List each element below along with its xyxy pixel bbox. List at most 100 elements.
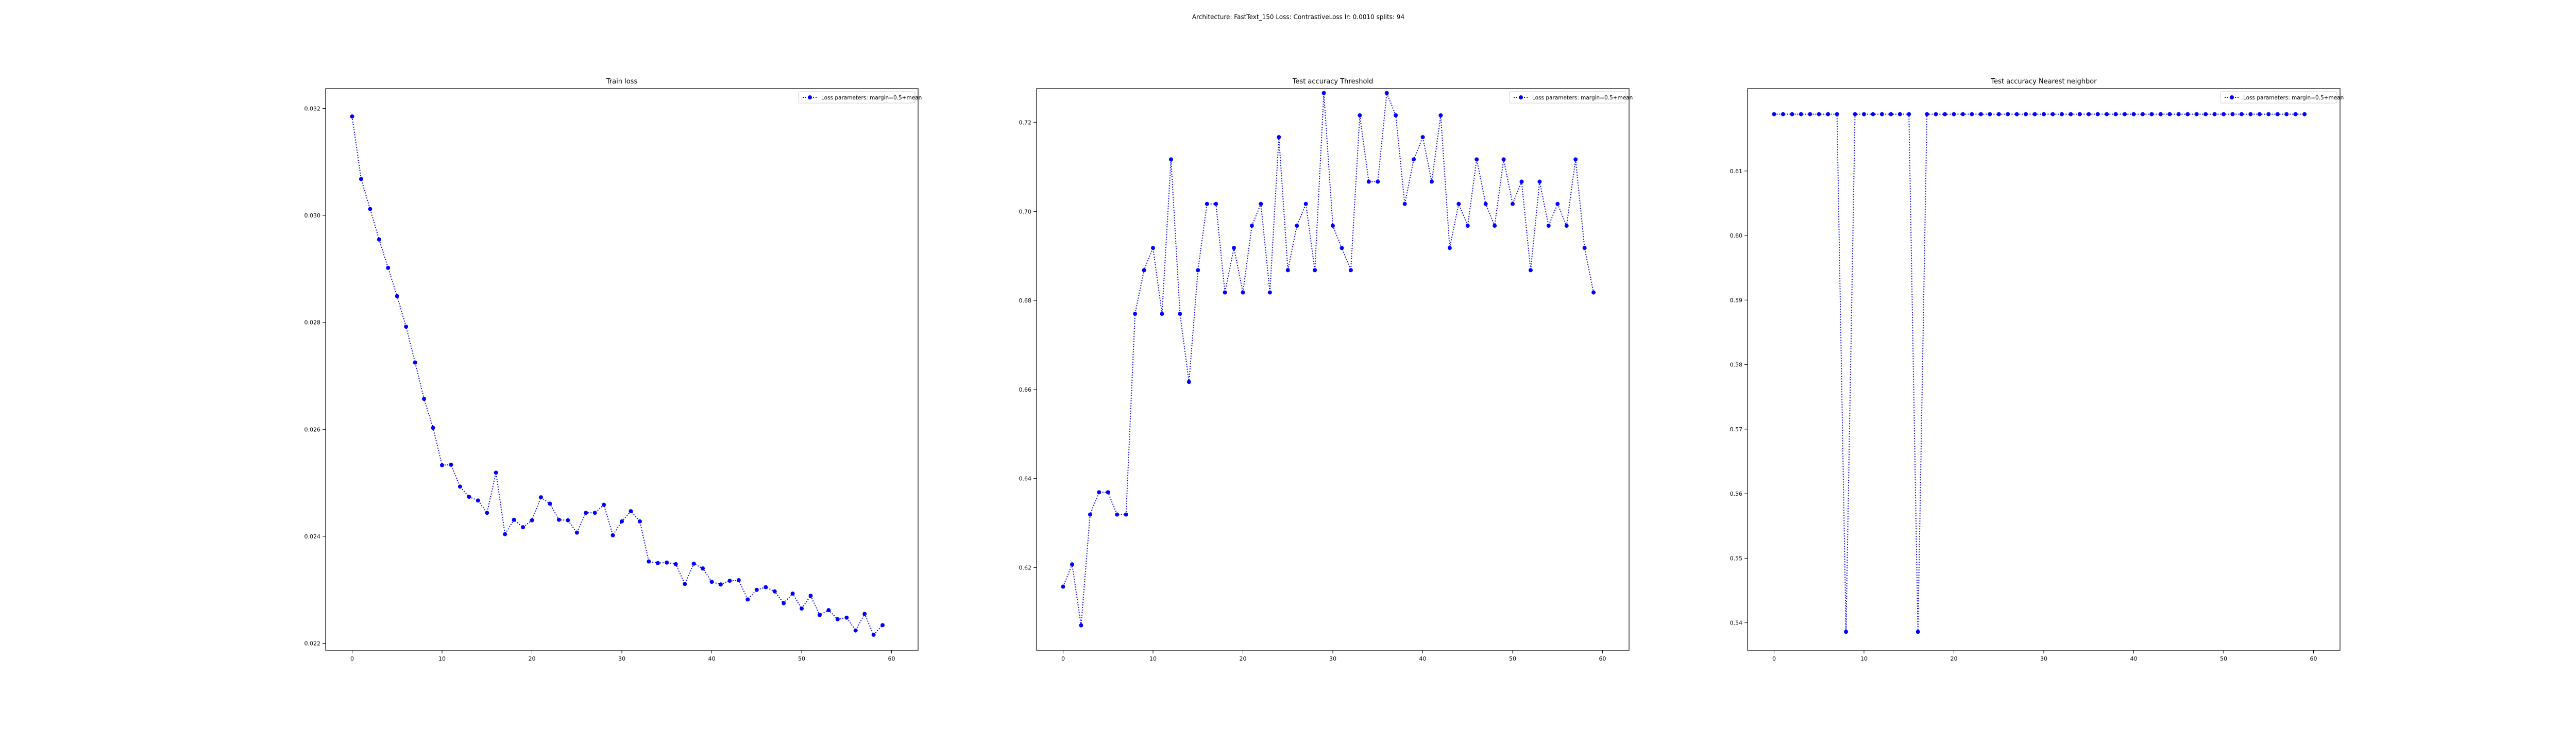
y-tick-label: 0.030 [304, 212, 321, 219]
data-point [476, 498, 480, 503]
subplot-title: Test accuracy Threshold [1292, 78, 1374, 86]
data-point [2131, 112, 2136, 116]
axes-frame [1036, 88, 1630, 651]
data-point [494, 470, 498, 475]
data-point [665, 560, 669, 565]
data-point [1384, 91, 1389, 95]
legend-box [2220, 91, 2337, 104]
data-point [2149, 112, 2154, 116]
y-tick-label: 0.62 [1019, 564, 1032, 571]
data-point [1214, 201, 1218, 206]
data-point [1960, 112, 1965, 116]
data-point [574, 530, 579, 535]
y-tick-label: 0.56 [1730, 491, 1743, 497]
data-point [1376, 179, 1380, 184]
x-tick-label: 50 [2220, 655, 2227, 662]
series-line [351, 116, 883, 636]
data-point [2042, 112, 2046, 116]
data-point [764, 585, 768, 589]
data-point [2284, 112, 2289, 116]
data-point [1546, 224, 1551, 228]
data-point [2204, 112, 2208, 116]
data-point [2158, 112, 2163, 116]
data-point [1826, 112, 1831, 116]
data-point [701, 566, 705, 571]
data-point [413, 360, 417, 365]
x-tick-label: 40 [708, 655, 716, 662]
data-point [2293, 112, 2298, 116]
data-point [1205, 201, 1209, 206]
data-point [1133, 312, 1138, 316]
data-point [1952, 112, 1956, 116]
data-point [844, 615, 849, 620]
x-tick-label: 60 [1599, 655, 1606, 662]
axes-frame [1747, 88, 2341, 651]
y-tick-label: 0.54 [1730, 620, 1743, 627]
data-point [1907, 112, 1911, 116]
subplot-test-accuracy-nearest-neighbor: Test accuracy Nearest neighbor 0 10 20 30 40 5… [1730, 78, 2344, 662]
legend-label: Loss parameters: margin=0.5+mean [2243, 95, 2344, 101]
data-point [2113, 112, 2118, 116]
data-point [2185, 112, 2190, 116]
x-tick-label: 50 [798, 655, 805, 662]
data-point [1331, 224, 1335, 228]
data-point [1412, 157, 1416, 162]
data-point [556, 517, 561, 522]
x-tick-label: 10 [1149, 655, 1157, 662]
data-point [431, 426, 435, 430]
data-point [817, 613, 822, 617]
y-tick-label: 0.72 [1019, 120, 1032, 126]
data-point [1808, 112, 1812, 116]
data-point [2069, 112, 2073, 116]
data-point [2087, 112, 2091, 116]
data-point [1772, 112, 1776, 116]
data-point [2230, 112, 2235, 116]
x-tick-label: 10 [438, 655, 446, 662]
data-point [1591, 290, 1596, 295]
data-point [1475, 157, 1479, 162]
data-point [1889, 112, 1893, 116]
x-tick-label: 20 [1950, 655, 1957, 662]
data-point [826, 608, 831, 613]
data-point [782, 601, 786, 605]
data-point [2140, 112, 2145, 116]
data-point [800, 606, 804, 611]
data-point [1537, 179, 1542, 184]
legend-box [1509, 91, 1626, 104]
data-point [1943, 112, 1947, 116]
data-point [548, 501, 552, 506]
y-tick-label: 0.61 [1730, 168, 1743, 175]
data-point [1106, 490, 1110, 495]
y-tick-label: 0.60 [1730, 232, 1743, 239]
data-point [1150, 246, 1155, 250]
data-point [2194, 112, 2199, 116]
subplot-title: Train loss [606, 78, 638, 86]
data-point [521, 525, 526, 530]
data-point [871, 632, 876, 637]
data-point [2212, 112, 2217, 116]
data-point [2024, 112, 2028, 116]
data-point [368, 207, 372, 211]
data-point [1438, 113, 1443, 117]
data-point [1160, 312, 1164, 316]
data-point [1978, 112, 1983, 116]
x-tick-label: 20 [1239, 655, 1246, 662]
data-point [422, 397, 427, 401]
data-point [862, 612, 867, 616]
data-point [1897, 112, 1902, 116]
data-point [2059, 112, 2064, 116]
y-tick-label: 0.64 [1019, 476, 1032, 482]
data-point [602, 502, 606, 507]
data-point [835, 617, 840, 621]
data-point [2302, 112, 2307, 116]
data-point [1061, 584, 1065, 589]
data-point [754, 587, 759, 592]
data-point [1232, 246, 1236, 250]
data-point [1519, 179, 1524, 184]
data-point [1168, 157, 1173, 162]
data-point [2257, 112, 2262, 116]
data-point [808, 594, 813, 598]
data-point [530, 518, 534, 522]
legend-label: Loss parameters: margin=0.5+mean [821, 95, 922, 101]
